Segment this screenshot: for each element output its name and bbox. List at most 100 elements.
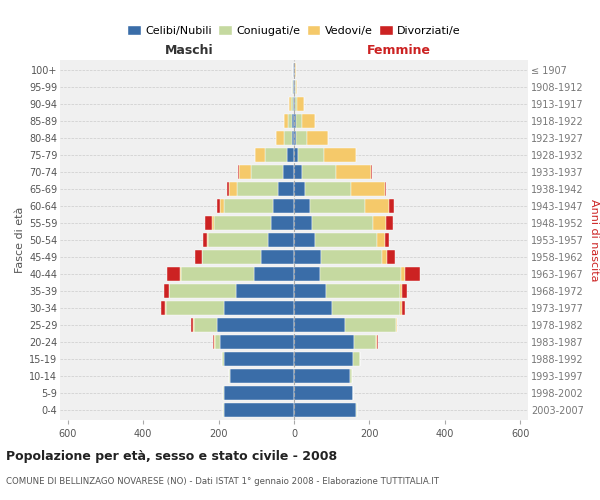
Bar [294,182,305,196]
Bar [294,97,295,112]
Bar [386,216,393,230]
Y-axis label: Anni di nascita: Anni di nascita [589,198,599,281]
Bar [166,300,224,315]
Bar [283,165,294,180]
Bar [289,97,291,112]
Bar [373,216,386,230]
Bar [312,216,373,230]
Bar [236,182,278,196]
Bar [193,318,194,332]
Bar [321,250,382,264]
Bar [377,233,385,247]
Bar [202,250,261,264]
Bar [224,402,294,417]
Bar [293,63,294,78]
Bar [254,266,294,281]
Bar [350,182,385,196]
Bar [284,114,289,128]
Text: Femmine: Femmine [367,44,431,57]
Bar [205,216,212,230]
Bar [302,114,315,128]
Bar [293,97,294,112]
Bar [291,97,293,112]
Bar [396,318,397,332]
Text: COMUNE DI BELLINZAGO NOVARESE (NO) - Dati ISTAT 1° gennaio 2008 - Elaborazione T: COMUNE DI BELLINZAGO NOVARESE (NO) - Dat… [6,478,439,486]
Bar [191,318,193,332]
Bar [315,233,377,247]
Bar [165,300,166,315]
Bar [213,334,214,349]
Bar [371,165,372,180]
Bar [292,80,293,94]
Bar [320,266,401,281]
Bar [356,402,357,417]
Bar [296,80,298,94]
Bar [287,148,294,162]
Bar [217,199,220,214]
Bar [181,266,254,281]
Bar [294,199,310,214]
Bar [227,182,229,196]
Bar [324,148,356,162]
Bar [167,266,180,281]
Bar [294,233,315,247]
Bar [293,80,294,94]
Bar [294,250,321,264]
Bar [294,148,298,162]
Bar [292,114,294,128]
Bar [294,63,295,78]
Bar [239,165,251,180]
Bar [224,199,273,214]
Bar [271,216,294,230]
Bar [385,182,386,196]
Bar [385,233,389,247]
Bar [332,300,400,315]
Bar [222,352,224,366]
Text: Maschi: Maschi [164,44,213,57]
Bar [377,334,378,349]
Bar [294,284,326,298]
Bar [335,165,371,180]
Bar [251,165,283,180]
Bar [261,250,294,264]
Bar [294,80,295,94]
Bar [214,216,271,230]
Bar [387,250,395,264]
Bar [268,233,294,247]
Bar [294,114,296,128]
Bar [223,402,224,417]
Bar [273,199,294,214]
Bar [376,334,377,349]
Bar [345,318,396,332]
Bar [230,368,294,383]
Bar [294,352,353,366]
Bar [401,300,404,315]
Bar [307,131,328,146]
Y-axis label: Fasce di età: Fasce di età [14,207,25,273]
Bar [229,182,236,196]
Bar [294,402,356,417]
Bar [284,131,292,146]
Bar [164,284,169,298]
Bar [400,300,401,315]
Bar [161,300,165,315]
Bar [220,334,294,349]
Bar [224,352,294,366]
Bar [229,368,230,383]
Bar [297,97,304,112]
Bar [223,386,224,400]
Bar [294,318,345,332]
Bar [294,334,355,349]
Bar [224,300,294,315]
Bar [265,148,287,162]
Bar [298,148,324,162]
Bar [292,131,294,146]
Bar [255,148,265,162]
Bar [310,199,365,214]
Bar [355,334,376,349]
Bar [382,250,387,264]
Bar [195,250,202,264]
Bar [294,266,320,281]
Bar [208,233,268,247]
Bar [295,80,296,94]
